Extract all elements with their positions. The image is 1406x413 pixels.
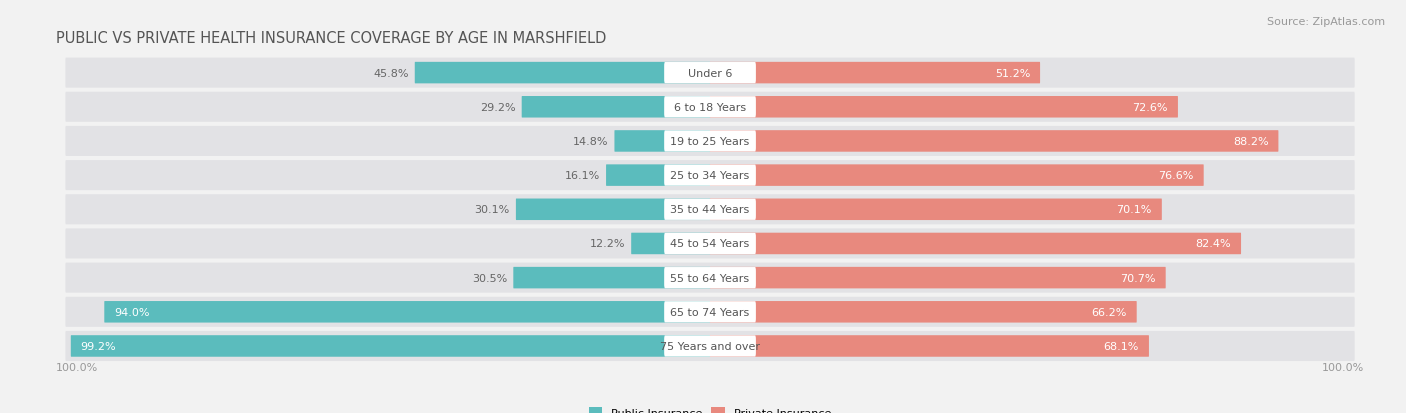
Text: 16.1%: 16.1% — [565, 171, 600, 180]
FancyBboxPatch shape — [664, 233, 756, 254]
FancyBboxPatch shape — [664, 199, 756, 221]
Text: 29.2%: 29.2% — [479, 102, 516, 112]
Text: 68.1%: 68.1% — [1104, 341, 1139, 351]
Text: 82.4%: 82.4% — [1195, 239, 1232, 249]
Text: 66.2%: 66.2% — [1091, 307, 1126, 317]
Text: Source: ZipAtlas.com: Source: ZipAtlas.com — [1267, 17, 1385, 26]
Text: 55 to 64 Years: 55 to 64 Years — [671, 273, 749, 283]
FancyBboxPatch shape — [710, 131, 1278, 152]
FancyBboxPatch shape — [66, 195, 1354, 225]
FancyBboxPatch shape — [66, 263, 1354, 293]
Text: Under 6: Under 6 — [688, 69, 733, 78]
FancyBboxPatch shape — [614, 131, 710, 152]
FancyBboxPatch shape — [710, 63, 1040, 84]
FancyBboxPatch shape — [664, 165, 756, 186]
Text: 14.8%: 14.8% — [572, 137, 609, 147]
Text: 30.5%: 30.5% — [472, 273, 508, 283]
FancyBboxPatch shape — [710, 233, 1241, 254]
Text: 45 to 54 Years: 45 to 54 Years — [671, 239, 749, 249]
FancyBboxPatch shape — [66, 161, 1354, 191]
FancyBboxPatch shape — [66, 58, 1354, 88]
FancyBboxPatch shape — [710, 301, 1136, 323]
Text: 76.6%: 76.6% — [1159, 171, 1194, 180]
Text: 75 Years and over: 75 Years and over — [659, 341, 761, 351]
Text: 100.0%: 100.0% — [1322, 362, 1364, 372]
FancyBboxPatch shape — [516, 199, 710, 221]
FancyBboxPatch shape — [710, 267, 1166, 289]
FancyBboxPatch shape — [522, 97, 710, 118]
FancyBboxPatch shape — [664, 336, 756, 357]
Text: 45.8%: 45.8% — [373, 69, 409, 78]
FancyBboxPatch shape — [664, 267, 756, 289]
FancyBboxPatch shape — [66, 127, 1354, 157]
Text: 51.2%: 51.2% — [995, 69, 1031, 78]
FancyBboxPatch shape — [664, 97, 756, 118]
Text: 6 to 18 Years: 6 to 18 Years — [673, 102, 747, 112]
Text: 70.1%: 70.1% — [1116, 205, 1152, 215]
Legend: Public Insurance, Private Insurance: Public Insurance, Private Insurance — [589, 407, 831, 413]
FancyBboxPatch shape — [104, 301, 710, 323]
Text: 88.2%: 88.2% — [1233, 137, 1268, 147]
Text: 65 to 74 Years: 65 to 74 Years — [671, 307, 749, 317]
FancyBboxPatch shape — [631, 233, 710, 254]
Text: 72.6%: 72.6% — [1132, 102, 1168, 112]
Text: 99.2%: 99.2% — [80, 341, 117, 351]
FancyBboxPatch shape — [513, 267, 710, 289]
FancyBboxPatch shape — [70, 335, 710, 357]
Text: 30.1%: 30.1% — [474, 205, 510, 215]
FancyBboxPatch shape — [710, 165, 1204, 186]
Text: 12.2%: 12.2% — [589, 239, 626, 249]
FancyBboxPatch shape — [664, 301, 756, 323]
FancyBboxPatch shape — [66, 297, 1354, 327]
Text: 25 to 34 Years: 25 to 34 Years — [671, 171, 749, 180]
FancyBboxPatch shape — [664, 131, 756, 152]
FancyBboxPatch shape — [66, 93, 1354, 123]
FancyBboxPatch shape — [66, 229, 1354, 259]
FancyBboxPatch shape — [66, 331, 1354, 361]
FancyBboxPatch shape — [415, 63, 710, 84]
Text: 94.0%: 94.0% — [114, 307, 149, 317]
Text: 35 to 44 Years: 35 to 44 Years — [671, 205, 749, 215]
FancyBboxPatch shape — [664, 63, 756, 84]
FancyBboxPatch shape — [710, 97, 1178, 118]
Text: 19 to 25 Years: 19 to 25 Years — [671, 137, 749, 147]
FancyBboxPatch shape — [606, 165, 710, 186]
Text: 100.0%: 100.0% — [56, 362, 98, 372]
Text: PUBLIC VS PRIVATE HEALTH INSURANCE COVERAGE BY AGE IN MARSHFIELD: PUBLIC VS PRIVATE HEALTH INSURANCE COVER… — [56, 31, 606, 45]
FancyBboxPatch shape — [710, 199, 1161, 221]
FancyBboxPatch shape — [710, 335, 1149, 357]
Text: 70.7%: 70.7% — [1121, 273, 1156, 283]
